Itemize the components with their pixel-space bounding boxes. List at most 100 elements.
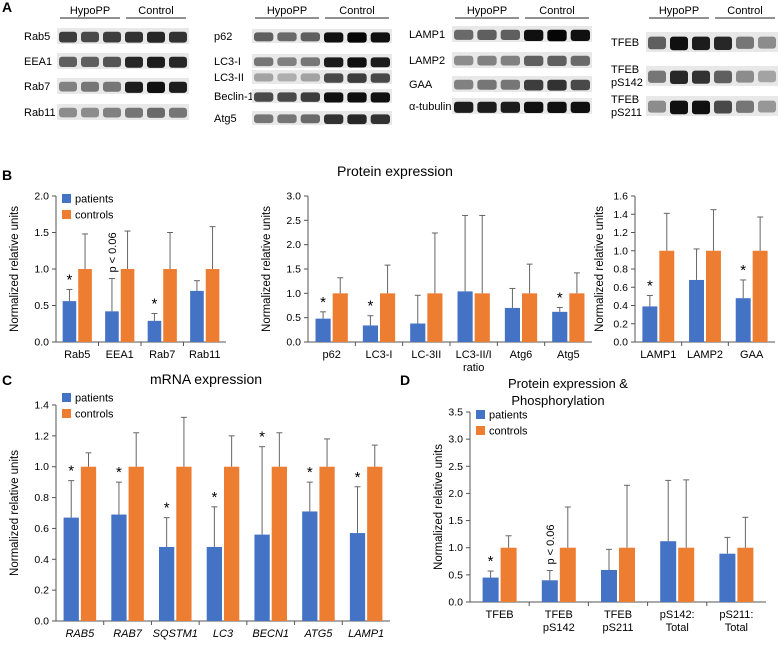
blot-band bbox=[81, 81, 99, 92]
blot-group-label: HypoPP bbox=[659, 5, 699, 17]
bar-patients bbox=[63, 517, 79, 621]
legend-label-patients: patients bbox=[75, 393, 114, 405]
blot-band bbox=[324, 114, 344, 124]
bar-patients bbox=[62, 301, 77, 342]
legend-swatch-controls bbox=[62, 409, 71, 418]
blot-band bbox=[477, 101, 497, 113]
blot-band bbox=[81, 56, 99, 67]
bar-patients bbox=[315, 318, 331, 342]
x-category-label: LAMP2 bbox=[687, 349, 723, 361]
y-tick-label: 2.0 bbox=[448, 488, 463, 500]
bar-controls bbox=[619, 547, 635, 602]
x-category-label: Atg6 bbox=[510, 349, 533, 361]
bar-patients bbox=[719, 553, 736, 602]
significance-asterisk: * bbox=[368, 298, 374, 315]
blot-2: HypoPP Control p62 LC3-I LC3-II Beclin-1 Atg5 bbox=[214, 5, 392, 125]
blot-band bbox=[300, 32, 320, 42]
x-category-label: TFEB bbox=[604, 609, 632, 621]
legend-label-controls: controls bbox=[75, 210, 114, 222]
blot-band bbox=[254, 32, 274, 42]
blot-group-label: Control bbox=[138, 5, 173, 17]
blot-band bbox=[147, 31, 165, 43]
blot-band bbox=[570, 101, 590, 114]
blot-band bbox=[648, 70, 666, 83]
blot-band bbox=[570, 55, 590, 66]
y-tick-label: 0.4 bbox=[613, 300, 628, 312]
bar-patients bbox=[735, 298, 751, 342]
chart-b-autophagy: 0.0 0.5 1.0 1.5 2.0 2.5 3.0 Normalized relative… bbox=[261, 191, 592, 374]
protein-expression-title: Protein expression bbox=[337, 163, 453, 179]
blot-band bbox=[324, 57, 344, 68]
blot-4: HypoPP Control TFEB TFEB pS142 TFEB pS211 bbox=[611, 5, 778, 119]
blot-band bbox=[570, 29, 590, 42]
bar-controls bbox=[559, 547, 576, 602]
blot-band bbox=[169, 107, 187, 118]
bar-patients bbox=[349, 533, 366, 621]
bar-controls bbox=[678, 547, 695, 602]
blot-band bbox=[370, 92, 390, 103]
y-tick-label: 0.8 bbox=[34, 492, 49, 504]
blot-band bbox=[670, 36, 688, 51]
blot-band bbox=[370, 73, 390, 83]
blot-band bbox=[670, 100, 688, 115]
blot-band bbox=[692, 70, 710, 84]
y-tick-label: 0.0 bbox=[34, 616, 49, 628]
x-category-label: ratio bbox=[463, 362, 484, 374]
significance-asterisk: * bbox=[488, 553, 494, 570]
x-category-label: p62 bbox=[322, 349, 340, 361]
legend-swatch-patients bbox=[62, 393, 71, 402]
blot-band bbox=[714, 36, 732, 50]
x-category-label: LAMP1 bbox=[640, 349, 676, 361]
y-tick-label: 1.0 bbox=[286, 288, 301, 300]
blot-row-label: LC3-II bbox=[214, 72, 244, 84]
y-tick-label: 3.5 bbox=[448, 407, 463, 419]
y-tick-label: 0.5 bbox=[448, 569, 463, 581]
bar-controls bbox=[319, 466, 335, 621]
significance-asterisk: * bbox=[740, 262, 746, 279]
blot-band bbox=[324, 32, 344, 43]
bar-patients bbox=[689, 279, 704, 342]
blot-band bbox=[524, 79, 544, 91]
blot-row-label: LC3-I bbox=[214, 56, 241, 68]
blot-band bbox=[254, 57, 274, 67]
blot-band bbox=[736, 100, 754, 113]
blot-band bbox=[347, 73, 367, 83]
blot-band bbox=[736, 70, 754, 83]
blot-band bbox=[524, 29, 544, 42]
blot-band bbox=[169, 81, 187, 93]
x-category-label: LC3-I bbox=[366, 349, 393, 361]
bar-patients bbox=[482, 577, 499, 602]
panel-label-c: C bbox=[2, 372, 12, 388]
bar-patients bbox=[660, 541, 677, 602]
blot-row-label: Rab7 bbox=[24, 81, 50, 93]
blot-band bbox=[500, 29, 520, 40]
blot-band bbox=[103, 107, 121, 118]
blot-band bbox=[300, 57, 320, 67]
western-blots: HypoPP Control Rab5 EEA1 Rab7 Rab11 HypoPP Cont… bbox=[24, 5, 778, 125]
blot-band bbox=[454, 55, 474, 66]
bar-controls bbox=[522, 293, 538, 342]
significance-asterisk: * bbox=[355, 469, 361, 486]
bar-patients bbox=[190, 290, 204, 342]
blot-band bbox=[500, 79, 520, 90]
legend-swatch-patients bbox=[62, 194, 71, 203]
x-category-label: pS211 bbox=[603, 622, 634, 634]
x-category-label: Rab5 bbox=[64, 349, 90, 361]
blot-row-label: Atg5 bbox=[214, 113, 237, 125]
y-tick-label: 1.0 bbox=[34, 461, 49, 473]
blot-band bbox=[147, 56, 165, 68]
blot-row-label: TFEB bbox=[611, 37, 639, 49]
p-value-annotation: p < 0.06 bbox=[545, 524, 557, 564]
y-axis-label: Normalized relative units bbox=[594, 206, 606, 332]
blot-3: HypoPP Control LAMP1 LAMP2 GAA α-tubulin bbox=[409, 5, 592, 114]
x-category-label: LC-3II bbox=[411, 349, 441, 361]
blot-band bbox=[103, 31, 121, 43]
y-tick-label: 1.6 bbox=[613, 191, 628, 203]
bar-controls bbox=[224, 466, 240, 621]
blot-band bbox=[670, 70, 688, 84]
significance-asterisk: * bbox=[259, 429, 265, 446]
blot-band bbox=[277, 32, 297, 42]
blot-row-label: EEA1 bbox=[24, 56, 52, 68]
blot-band bbox=[59, 31, 77, 43]
y-tick-label: 1.0 bbox=[34, 264, 49, 276]
